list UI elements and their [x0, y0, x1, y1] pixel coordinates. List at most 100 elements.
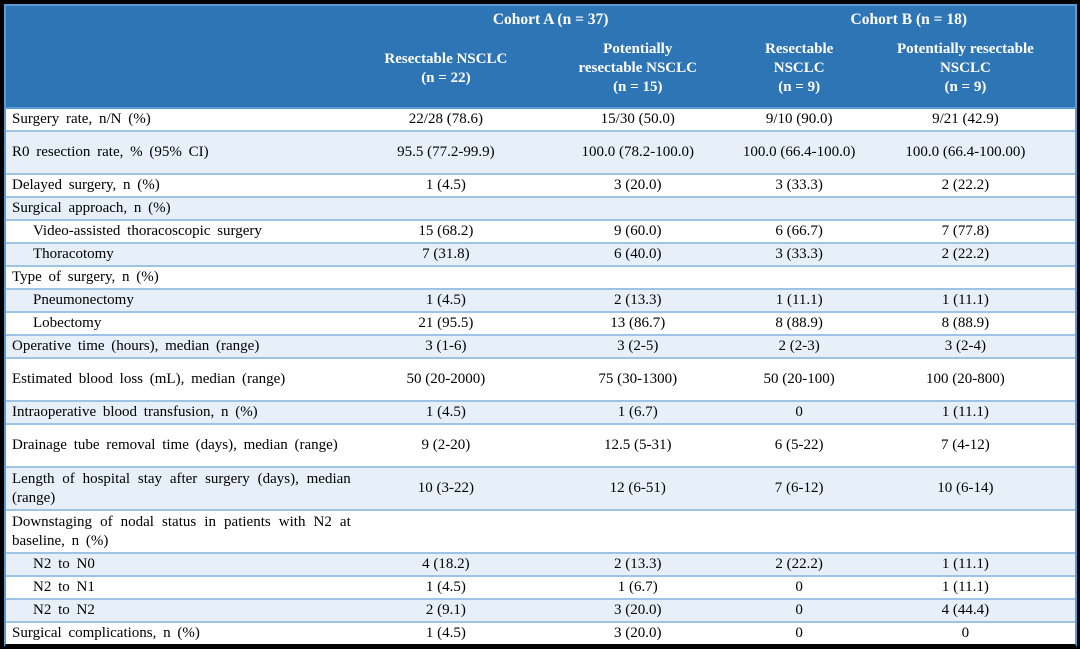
cell-value: 8 (88.9) [941, 315, 990, 331]
cell-value: 12.5 (5-31) [604, 437, 672, 453]
cell-value: 1 (11.1) [941, 579, 989, 595]
cell-value: 100.0 (66.4-100.0) [742, 144, 856, 160]
row-label: Estimated blood loss (mL), median (range… [12, 371, 286, 387]
row-label: Surgery rate, n/N (%) [12, 111, 151, 127]
row-label: N2 to N1 [33, 579, 95, 595]
table-row: Delayed surgery, n (%) 1 (4.5) 3 (20.0) 3 (… [6, 173, 1075, 196]
surgical-outcomes-table: Cohort A (n = 37) Cohort B (n = 18) Rese… [4, 4, 1077, 647]
row-label: Operative time (hours), median (range) [12, 338, 260, 354]
cell-value: 100.0 (66.4-100.00) [905, 144, 1026, 160]
cell-value: 3 (20.0) [614, 602, 662, 618]
table-row: Estimated blood loss (mL), median (range… [6, 357, 1075, 400]
row-label: Thoracotomy [33, 246, 114, 262]
table-row: R0 resection rate, % (95% CI) 95.5 (77.2-… [6, 130, 1075, 173]
row-label: N2 to N2 [33, 602, 95, 618]
cell-value: 1 (4.5) [425, 292, 466, 308]
cell-value: 3 (1-6) [425, 338, 467, 354]
cell-value: 75 (30-1300) [598, 371, 678, 387]
table-row: Thoracotomy 7 (31.8) 6 (40.0) 3 (33.3) 2 (22… [6, 242, 1075, 265]
table-row: Intraoperative blood transfusion, n (%) 1… [6, 400, 1075, 423]
column-header: Potentially resectable NSCLC (n = 15) [578, 41, 697, 95]
table-row: Surgery rate, n/N (%) 22/28 (78.6) 15/30 (… [6, 107, 1075, 130]
row-label: Surgical complications, n (%) [12, 625, 200, 641]
cell-value: 3 (2-4) [944, 338, 987, 354]
cell-value: 2 (2-3) [778, 338, 820, 354]
cell-value: 7 (4-12) [941, 437, 990, 453]
cell-value: 8 (88.9) [775, 315, 823, 331]
row-label: Downstaging of nodal status in patients … [12, 513, 351, 549]
cell-value: 10 (3-22) [417, 480, 474, 496]
row-label: Type of surgery, n (%) [12, 269, 159, 285]
cell-value: 0 [795, 404, 803, 420]
cell-value: 15/30 (50.0) [600, 111, 675, 127]
cell-value: 4 (44.4) [941, 602, 990, 618]
table-row: Surgical complications, n (%) 1 (4.5) 3 (2… [6, 621, 1075, 644]
cell-value: 2 (13.3) [614, 556, 662, 572]
table-row: Video-assisted thoracoscopic surgery 15 (… [6, 219, 1075, 242]
cell-value: 7 (77.8) [941, 223, 990, 239]
cell-value: 4 (18.2) [422, 556, 470, 572]
cell-value: 1 (4.5) [425, 177, 466, 193]
cell-value: 50 (20-100) [763, 371, 835, 387]
cell-value: 1 (11.1) [941, 556, 989, 572]
row-label: Video-assisted thoracoscopic surgery [33, 223, 262, 239]
cell-value: 2 (22.2) [775, 556, 823, 572]
column-header: Resectable NSCLC (n = 22) [384, 50, 508, 86]
cell-value: 9/21 (42.9) [932, 111, 999, 127]
cell-value: 13 (86.7) [610, 315, 666, 331]
column-header: Potentially resectable NSCLC (n = 9) [897, 41, 1034, 95]
row-label: Pneumonectomy [33, 292, 134, 308]
cell-value: 7 (6-12) [774, 480, 824, 496]
cohort-b-header: Cohort B (n = 18) [850, 11, 967, 28]
cell-value: 100 (20-800) [926, 371, 1005, 387]
cell-value: 1 (4.5) [425, 404, 466, 420]
cell-value: 12 (6-51) [609, 480, 666, 496]
cell-value: 3 (33.3) [775, 177, 823, 193]
cell-value: 6 (5-22) [774, 437, 824, 453]
table-row: Lobectomy 21 (95.5) 13 (86.7) 8 (88.9) 8 (88… [6, 311, 1075, 334]
cell-value: 0 [795, 625, 803, 641]
table-row: N2 to N2 2 (9.1) 3 (20.0) 0 4 (44.4) [6, 598, 1075, 621]
cell-value: 1 (4.5) [425, 625, 466, 641]
cell-value: 10 (6-14) [937, 480, 994, 496]
row-label: Length of hospital stay after surgery (d… [12, 470, 351, 506]
table-row: Downstaging of nodal status in patients … [6, 509, 1075, 552]
cell-value: 7 (31.8) [422, 246, 470, 262]
cell-value: 3 (2-5) [617, 338, 659, 354]
row-label: N2 to N0 [33, 556, 95, 572]
column-header-row: Resectable NSCLC (n = 22) Potentially res… [6, 30, 1075, 107]
cell-value: 1 (4.5) [425, 579, 466, 595]
cell-value: 2 (22.2) [941, 246, 990, 262]
cell-value: 1 (11.1) [941, 292, 989, 308]
cell-value: 3 (20.0) [614, 177, 662, 193]
column-header: Resectable NSCLC (n = 9) [765, 41, 834, 95]
cell-value: 1 (11.1) [941, 404, 989, 420]
cell-value: 22/28 (78.6) [408, 111, 483, 127]
table-row: Length of hospital stay after surgery (d… [6, 466, 1075, 509]
row-label: Drainage tube removal time (days), media… [12, 437, 338, 453]
table-row: N2 to N0 4 (18.2) 2 (13.3) 2 (22.2) 1 (11.1) [6, 552, 1075, 575]
cell-value: 1 (6.7) [617, 579, 658, 595]
row-label: Lobectomy [33, 315, 102, 331]
cell-value: 3 (20.0) [614, 625, 662, 641]
cell-value: 50 (20-2000) [406, 371, 486, 387]
cell-value: 1 (11.1) [775, 292, 823, 308]
table-row: Drainage tube removal time (days), media… [6, 423, 1075, 466]
table-header: Cohort A (n = 37) Cohort B (n = 18) Rese… [6, 6, 1075, 107]
table-body: Surgery rate, n/N (%) 22/28 (78.6) 15/30 (… [6, 107, 1075, 644]
cell-value: 3 (33.3) [775, 246, 823, 262]
cell-value: 9/10 (90.0) [765, 111, 833, 127]
cell-value: 15 (68.2) [418, 223, 474, 239]
cell-value: 0 [795, 579, 803, 595]
row-label: Intraoperative blood transfusion, n (%) [12, 404, 258, 420]
table-row: Type of surgery, n (%) [6, 265, 1075, 288]
cell-value: 95.5 (77.2-99.9) [397, 144, 495, 160]
cell-value: 100.0 (78.2-100.0) [581, 144, 695, 160]
cell-value: 2 (13.3) [614, 292, 662, 308]
cohort-a-header: Cohort A (n = 37) [492, 11, 609, 28]
header-spacer [6, 16, 359, 20]
table-row: N2 to N1 1 (4.5) 1 (6.7) 0 1 (11.1) [6, 575, 1075, 598]
row-label: Delayed surgery, n (%) [12, 177, 160, 193]
cell-value: 6 (40.0) [614, 246, 662, 262]
